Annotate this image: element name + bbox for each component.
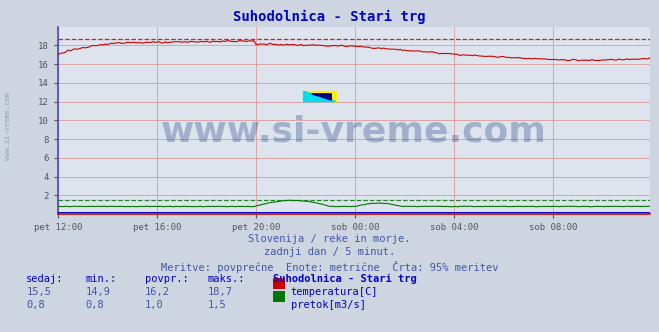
Text: 1,0: 1,0 (145, 300, 163, 310)
Text: Slovenija / reke in morje.: Slovenija / reke in morje. (248, 234, 411, 244)
Text: zadnji dan / 5 minut.: zadnji dan / 5 minut. (264, 247, 395, 257)
Text: Suhodolnica - Stari trg: Suhodolnica - Stari trg (273, 274, 417, 284)
Text: www.si-vreme.com: www.si-vreme.com (5, 92, 11, 160)
Text: temperatura[C]: temperatura[C] (291, 287, 378, 297)
Text: www.si-vreme.com: www.si-vreme.com (161, 115, 547, 149)
Text: 14,9: 14,9 (86, 287, 111, 297)
Polygon shape (304, 91, 336, 102)
Text: 1,5: 1,5 (208, 300, 226, 310)
Text: 0,8: 0,8 (26, 300, 45, 310)
Text: povpr.:: povpr.: (145, 274, 188, 284)
Text: 15,5: 15,5 (26, 287, 51, 297)
Text: 18,7: 18,7 (208, 287, 233, 297)
Polygon shape (312, 94, 331, 100)
Text: 0,8: 0,8 (86, 300, 104, 310)
Text: pretok[m3/s]: pretok[m3/s] (291, 300, 366, 310)
Text: sedaj:: sedaj: (26, 274, 64, 284)
Text: maks.:: maks.: (208, 274, 245, 284)
Text: Meritve: povprečne  Enote: metrične  Črta: 95% meritev: Meritve: povprečne Enote: metrične Črta:… (161, 261, 498, 273)
Text: min.:: min.: (86, 274, 117, 284)
Text: Suhodolnica - Stari trg: Suhodolnica - Stari trg (233, 10, 426, 24)
Polygon shape (304, 91, 336, 102)
Text: 16,2: 16,2 (145, 287, 170, 297)
